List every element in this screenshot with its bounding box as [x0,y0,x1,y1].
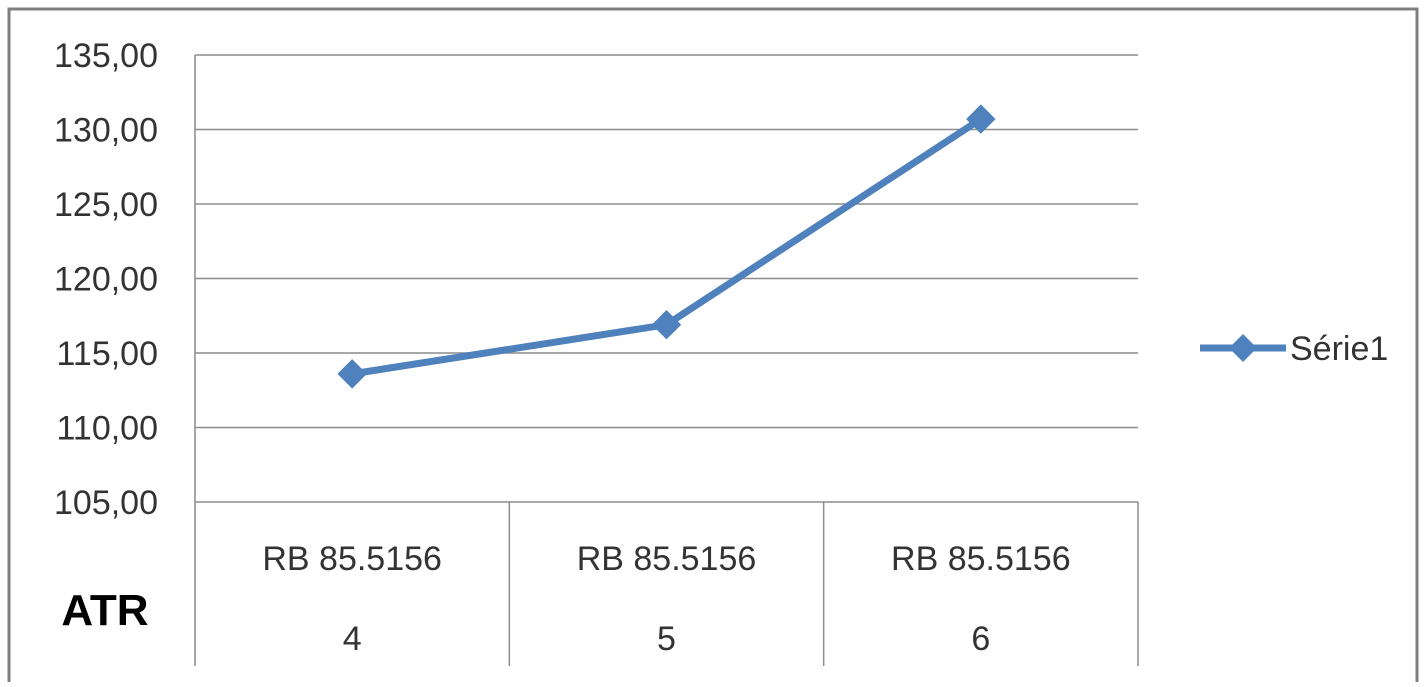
x-tick-label: RB 85.5156 [262,540,442,578]
legend: Série1 [1200,330,1388,368]
y-tick-label: 120,00 [54,261,158,299]
y-tick-label: 105,00 [54,484,158,522]
y-tick-label: 130,00 [54,112,158,150]
legend-marker [1229,334,1257,362]
chart-border [7,7,1419,687]
legend-label: Série1 [1290,330,1388,368]
x-tick-label: 4 [343,620,362,658]
data-point-marker [651,309,682,340]
y-tick-label: 125,00 [54,186,158,224]
data-point-marker [966,104,996,134]
y-axis-label: ATR [61,586,148,635]
y-tick-label: 135,00 [54,37,158,75]
x-tick-label: 5 [657,620,676,658]
x-tick-label: RB 85.5156 [577,540,757,578]
data-point-marker [337,359,367,389]
x-tick-label: 6 [971,620,990,658]
series-layer [337,104,996,389]
y-tick-label: 110,00 [57,410,158,448]
y-axis-ticks: 105,00 110,00 115,00 120,00 125,00 130,00 135,… [54,37,158,522]
x-tick-label: RB 85.5156 [891,540,1071,578]
x-axis: RB 85.5156 4 RB 85.5156 5 RB 85.5156 6 [194,55,1139,666]
y-tick-label: 115,00 [57,335,158,373]
